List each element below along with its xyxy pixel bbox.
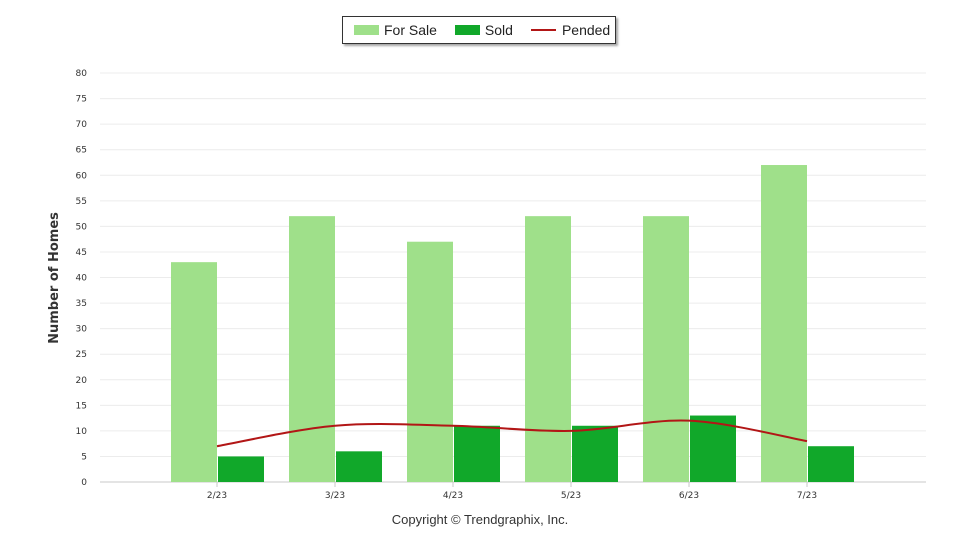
bar-for-sale-7-23 bbox=[761, 165, 807, 482]
y-tick-label-65: 65 bbox=[76, 146, 87, 156]
pended-swatch bbox=[530, 29, 556, 31]
bar-for-sale-6-23 bbox=[643, 216, 689, 482]
y-tick-label-80: 80 bbox=[76, 69, 88, 79]
line-pended bbox=[216, 419, 808, 448]
bar-sold-5-23 bbox=[572, 425, 618, 482]
y-tick-label-55: 55 bbox=[76, 197, 87, 207]
x-tick-label-3-23: 3/23 bbox=[325, 491, 345, 501]
bar-for-sale-2-23 bbox=[171, 262, 217, 482]
x-tick-label-2-23: 2/23 bbox=[207, 491, 227, 501]
bar-sold-7-23 bbox=[808, 446, 854, 482]
y-tick-label-50: 50 bbox=[76, 222, 88, 232]
y-tick-label-35: 35 bbox=[76, 299, 87, 309]
bar-for-sale-5-23 bbox=[525, 216, 571, 482]
bar-sold-4-23 bbox=[454, 425, 500, 482]
y-tick-label-10: 10 bbox=[76, 427, 88, 437]
x-tick-label-5-23: 5/23 bbox=[561, 491, 581, 501]
x-tick-label-7-23: 7/23 bbox=[797, 491, 817, 501]
y-tick-label-25: 25 bbox=[76, 350, 87, 360]
legend-label-pended: Pended bbox=[561, 22, 611, 38]
sold-swatch bbox=[454, 25, 480, 35]
legend-item-pended[interactable]: Pended bbox=[530, 22, 611, 38]
for-sale-swatch bbox=[354, 25, 379, 35]
y-tick-label-75: 75 bbox=[76, 95, 87, 105]
y-tick-label-70: 70 bbox=[76, 120, 88, 130]
y-axis-title: Number of Homes bbox=[47, 212, 62, 344]
y-tick-label-0: 0 bbox=[81, 478, 87, 488]
x-tick-label-6-23: 6/23 bbox=[679, 491, 699, 501]
copyright-footer: Copyright © Trendgraphix, Inc. bbox=[391, 512, 569, 527]
y-tick-label-45: 45 bbox=[76, 248, 87, 258]
chart-legend: For Sale Sold Pended bbox=[342, 16, 616, 44]
y-tick-label-30: 30 bbox=[76, 325, 88, 335]
y-tick-label-40: 40 bbox=[76, 274, 88, 284]
legend-label-sold: Sold bbox=[484, 22, 513, 38]
bar-for-sale-4-23 bbox=[407, 241, 453, 482]
homes-chart: 0 5 10 15 20 25 30 35 40 45 50 55 60 65 70 75 80 Number o… bbox=[47, 69, 926, 501]
bar-sold-6-23 bbox=[690, 415, 736, 482]
legend-item-sold[interactable]: Sold bbox=[454, 22, 513, 38]
y-tick-label-20: 20 bbox=[76, 376, 88, 386]
bar-sold-2-23 bbox=[218, 456, 264, 482]
y-tick-label-5: 5 bbox=[81, 452, 87, 462]
x-tick-label-4-23: 4/23 bbox=[443, 491, 463, 501]
bar-sold-3-23 bbox=[336, 451, 382, 482]
y-tick-label-15: 15 bbox=[76, 401, 87, 411]
legend-item-for-sale[interactable]: For Sale bbox=[354, 22, 437, 38]
y-tick-label-60: 60 bbox=[76, 171, 88, 181]
bar-for-sale-3-23 bbox=[289, 216, 335, 482]
legend-label-for-sale: For Sale bbox=[384, 22, 437, 38]
